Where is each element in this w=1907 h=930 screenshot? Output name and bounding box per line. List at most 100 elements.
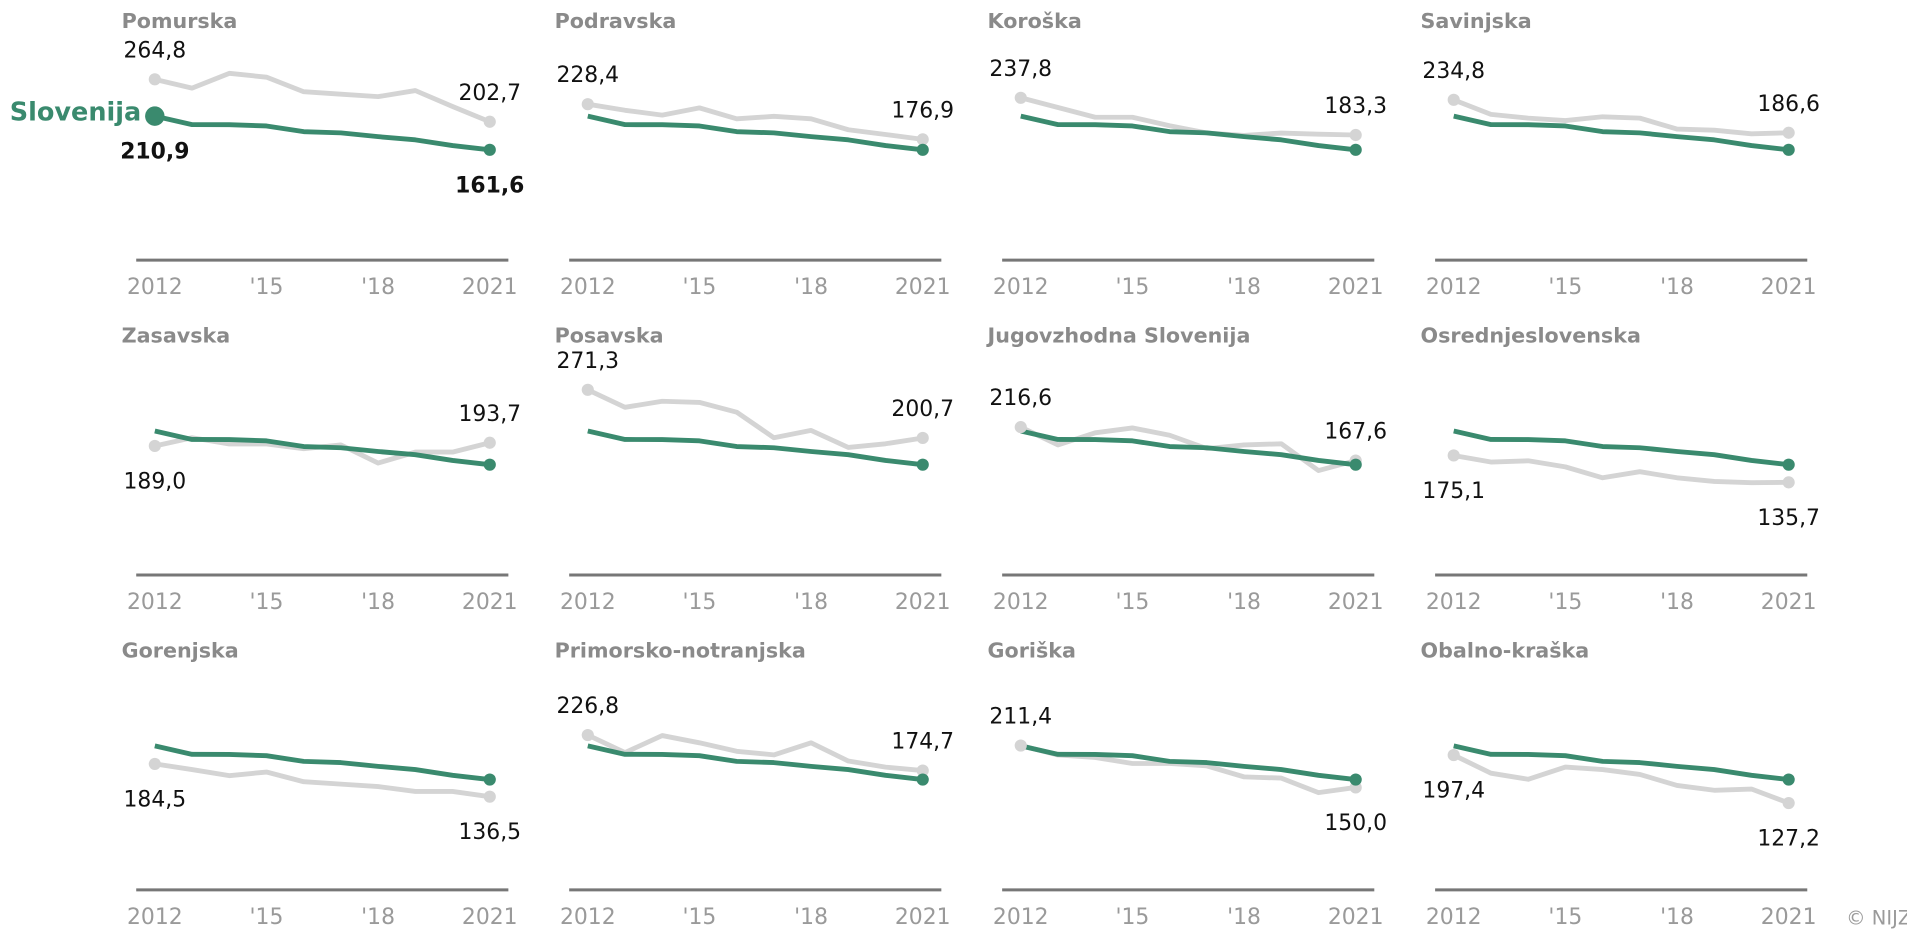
x-tick-label: '18 bbox=[794, 275, 828, 300]
x-tick-label: '18 bbox=[794, 905, 828, 930]
x-tick-label: 2012 bbox=[560, 275, 616, 300]
point bbox=[148, 757, 161, 770]
series-line bbox=[1453, 453, 1789, 486]
x-tick-label: '18 bbox=[1227, 275, 1261, 300]
x-tick-label: 2012 bbox=[1426, 590, 1482, 615]
panel-title: Obalno-kraška bbox=[1421, 639, 1590, 663]
x-tick-label: '15 bbox=[1548, 905, 1582, 930]
data-label: 228,4 bbox=[556, 63, 619, 88]
series-line bbox=[154, 428, 491, 468]
x-tick-label: 2021 bbox=[462, 275, 518, 300]
x-tick-label: '18 bbox=[1660, 275, 1694, 300]
point bbox=[1782, 773, 1795, 786]
series-line bbox=[587, 113, 924, 153]
x-tick-label: '15 bbox=[683, 905, 717, 930]
series-line bbox=[587, 743, 924, 782]
point bbox=[483, 436, 496, 449]
panel-title: Posavska bbox=[555, 324, 664, 348]
x-tick-label: '15 bbox=[1115, 590, 1149, 615]
data-label: 234,8 bbox=[1422, 59, 1485, 84]
panel-title: Gorenjska bbox=[122, 639, 239, 663]
x-tick-label: 2012 bbox=[560, 905, 616, 930]
point bbox=[1447, 449, 1460, 462]
x-tick-label: 2021 bbox=[895, 590, 951, 615]
data-label: 237,8 bbox=[989, 57, 1052, 82]
x-tick-label: 2021 bbox=[1328, 275, 1384, 300]
series-line bbox=[1452, 752, 1790, 806]
data-label: 127,2 bbox=[1757, 827, 1820, 852]
point bbox=[1349, 773, 1362, 786]
data-label: 189,0 bbox=[124, 469, 187, 494]
x-tick-label: '18 bbox=[1660, 905, 1694, 930]
data-label: 136,5 bbox=[458, 820, 521, 845]
x-tick-label: 2021 bbox=[1761, 905, 1817, 930]
data-label: 186,6 bbox=[1757, 92, 1820, 117]
point bbox=[483, 773, 496, 786]
series-line bbox=[1453, 743, 1789, 782]
series-line bbox=[1020, 428, 1356, 468]
x-tick-label: '18 bbox=[1227, 590, 1261, 615]
x-tick-label: '18 bbox=[361, 905, 395, 930]
panel-title: Goriška bbox=[988, 639, 1076, 663]
data-label: 197,4 bbox=[1422, 779, 1485, 804]
x-tick-label: 2021 bbox=[895, 275, 951, 300]
x-tick-label: 2021 bbox=[895, 905, 951, 930]
point bbox=[483, 143, 496, 156]
data-label: 135,7 bbox=[1757, 506, 1820, 531]
point bbox=[1014, 739, 1027, 752]
data-label: 264,8 bbox=[124, 38, 187, 63]
panel-title: Osrednjeslovenska bbox=[1421, 324, 1641, 348]
x-tick-label: '15 bbox=[683, 275, 717, 300]
panel-title: Koroška bbox=[988, 9, 1082, 33]
data-label: 193,7 bbox=[458, 402, 521, 427]
x-tick-label: '15 bbox=[250, 590, 284, 615]
data-label: 174,7 bbox=[891, 730, 954, 755]
x-tick-label: 2021 bbox=[1761, 275, 1817, 300]
point bbox=[1349, 128, 1362, 142]
point bbox=[148, 439, 161, 453]
series-line bbox=[586, 732, 923, 774]
series-line bbox=[1452, 97, 1789, 137]
x-tick-label: 2021 bbox=[462, 905, 518, 930]
point bbox=[581, 98, 594, 111]
x-tick-label: 2021 bbox=[1328, 905, 1384, 930]
x-tick-label: 2012 bbox=[993, 905, 1049, 930]
x-tick-label: '15 bbox=[1115, 905, 1149, 930]
x-tick-label: '15 bbox=[1548, 590, 1582, 615]
x-tick-label: '15 bbox=[250, 275, 284, 300]
panel-title: Pomurska bbox=[122, 9, 238, 33]
series-line bbox=[154, 113, 491, 153]
point bbox=[1782, 476, 1795, 489]
point bbox=[1014, 91, 1027, 104]
data-label: 226,8 bbox=[556, 694, 619, 719]
series-line bbox=[154, 743, 491, 782]
series-label: Slovenija bbox=[10, 98, 141, 128]
x-tick-label: 2021 bbox=[462, 590, 518, 615]
point bbox=[916, 133, 929, 146]
point bbox=[581, 383, 594, 396]
point bbox=[1782, 458, 1795, 471]
series-line bbox=[587, 101, 924, 142]
panel-title: Jugovzhodna Slovenija bbox=[986, 324, 1251, 348]
x-tick-label: '18 bbox=[1660, 590, 1694, 615]
series-line bbox=[1453, 113, 1789, 153]
series-line bbox=[1020, 95, 1356, 138]
data-label: 202,7 bbox=[458, 81, 521, 106]
data-label: 184,5 bbox=[124, 787, 187, 812]
point bbox=[1447, 93, 1460, 106]
point bbox=[1014, 421, 1027, 434]
panel-title: Savinjska bbox=[1421, 9, 1532, 33]
x-tick-label: '18 bbox=[1227, 905, 1261, 930]
x-tick-label: '15 bbox=[1115, 275, 1149, 300]
data-label: 210,9 bbox=[120, 140, 189, 165]
x-tick-label: '18 bbox=[361, 590, 395, 615]
point bbox=[145, 106, 165, 126]
data-label: 183,3 bbox=[1324, 94, 1387, 119]
x-tick-label: 2012 bbox=[993, 275, 1049, 300]
point bbox=[1349, 143, 1362, 156]
x-tick-label: '18 bbox=[794, 590, 828, 615]
series-line bbox=[1020, 113, 1356, 153]
point bbox=[581, 728, 594, 742]
x-tick-label: 2012 bbox=[127, 905, 183, 930]
x-tick-label: '18 bbox=[361, 275, 395, 300]
